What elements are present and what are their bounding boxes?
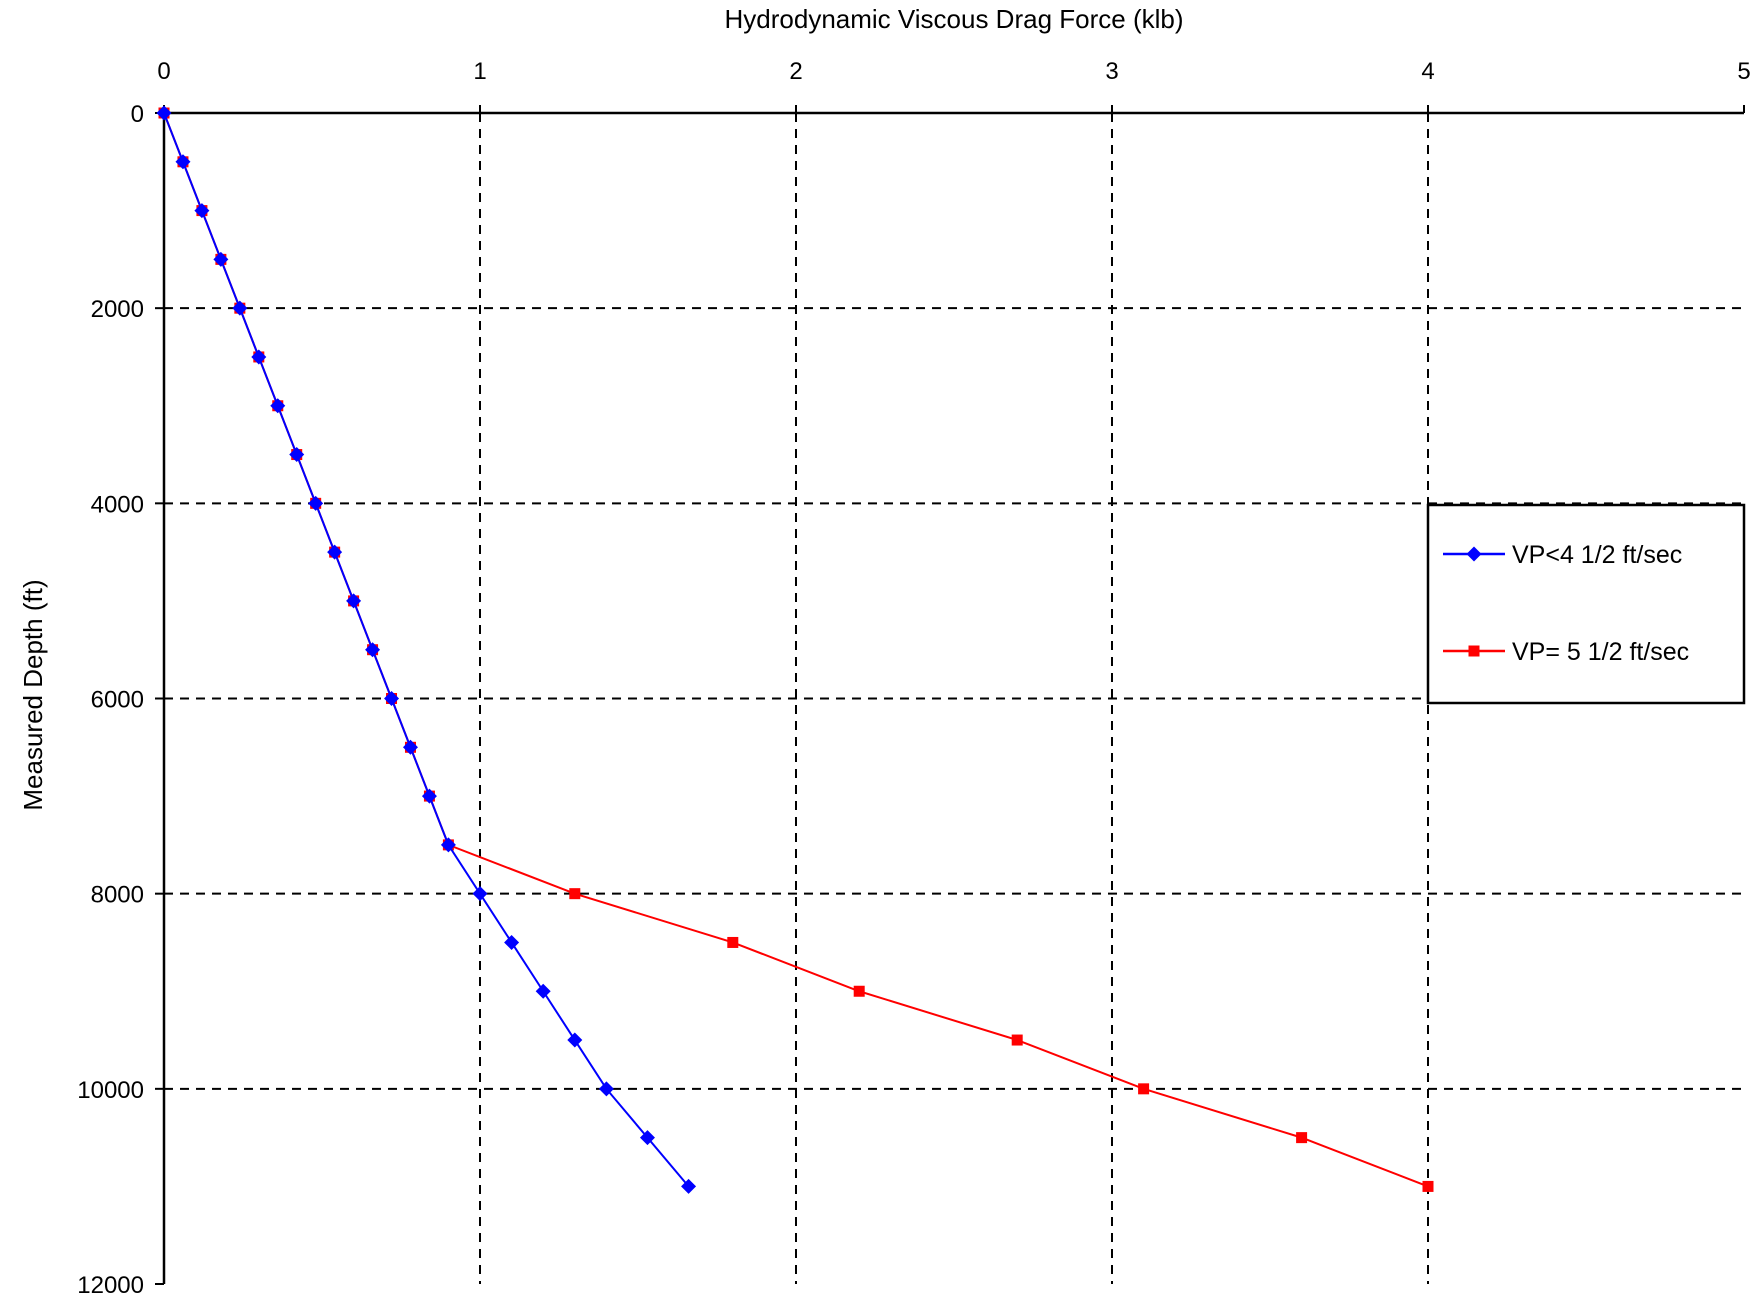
series-vp-4-5-point <box>535 983 551 999</box>
y-tick-label: 0 <box>131 101 144 128</box>
series-vp-4-5-point <box>213 251 229 267</box>
series-vp-4-5-point <box>308 495 324 511</box>
legend-label: VP= 5 1/2 ft/sec <box>1512 638 1689 666</box>
axes-layer: 0 1 2 3 4 5 0 2000 4000 6000 8000 10000 12000 <box>77 58 1750 1299</box>
y-tick-label: 12000 <box>77 1272 144 1296</box>
labels-layer: Hydrodynamic Viscous Drag Force (klb) Me… <box>18 4 1184 811</box>
series-vp-5-5-point <box>1138 1083 1150 1095</box>
series-vp-4-5-point <box>681 1178 697 1194</box>
series-vp-4-5-point <box>421 788 437 804</box>
x-tick-label: 4 <box>1421 58 1434 85</box>
series-vp-4-5-point <box>402 739 418 755</box>
series-vp-4-5-point <box>289 447 305 463</box>
series-vp-4-5-point <box>346 593 362 609</box>
series-vp-4-5-point <box>567 1032 583 1048</box>
series-vp-4-5-point <box>194 203 210 219</box>
y-tick-label: 8000 <box>91 882 144 909</box>
series-vp-5-5-point <box>1296 1132 1308 1144</box>
series-vp-4-5-point <box>598 1081 614 1097</box>
series-vp-4-5 <box>156 105 697 1194</box>
legend-swatch-marker <box>1468 645 1480 657</box>
series-vp-5-5-point <box>853 985 865 997</box>
legend-entry-vp-5-5: VP= 5 1/2 ft/sec <box>1443 638 1689 666</box>
y-tick-label: 10000 <box>77 1077 144 1104</box>
series-vp-4-5-point <box>251 349 267 365</box>
legend-swatch-marker <box>1466 546 1482 562</box>
chart-title: Hydrodynamic Viscous Drag Force (klb) <box>725 4 1184 34</box>
series-vp-5-5-point <box>569 888 581 900</box>
series-vp-4-5-point <box>156 105 172 121</box>
legend: VP<4 1/2 ft/sec VP= 5 1/2 ft/sec <box>1426 503 1746 705</box>
series-vp-4-5-point <box>639 1130 655 1146</box>
series-vp-4-5-point <box>384 691 400 706</box>
x-tick-label: 3 <box>1105 58 1118 85</box>
series-vp-4-5-point <box>327 544 343 560</box>
series-vp-5-5-point <box>1011 1034 1023 1046</box>
y-tick-label: 6000 <box>91 687 144 714</box>
x-tick-label: 5 <box>1737 58 1750 85</box>
legend-label: VP<4 1/2 ft/sec <box>1512 541 1682 569</box>
series-vp-4-5-point <box>365 642 381 658</box>
series-vp-4-5-point <box>472 886 488 902</box>
series-vp-4-5-point <box>175 154 191 170</box>
series-vp-5-5-point <box>727 936 739 948</box>
x-tick-label: 1 <box>473 58 486 85</box>
y-axis-label: Measured Depth (ft) <box>18 579 48 810</box>
series-vp-4-5-point <box>504 934 520 950</box>
grid-layer <box>164 113 1744 1284</box>
y-tick-label: 4000 <box>91 491 144 518</box>
x-tick-label: 2 <box>789 58 802 85</box>
series-vp-4-5-point <box>270 398 286 414</box>
series-vp-4-5-point <box>440 837 456 853</box>
legend-entry-vp-4-5: VP<4 1/2 ft/sec <box>1443 541 1682 569</box>
series-vp-4-5-point <box>232 300 248 316</box>
x-tick-label: 0 <box>157 58 170 85</box>
series-vp-5-5-point <box>1422 1180 1434 1192</box>
series-layer <box>156 105 1434 1194</box>
y-tick-label: 2000 <box>91 296 144 323</box>
legend-box <box>1426 503 1746 705</box>
